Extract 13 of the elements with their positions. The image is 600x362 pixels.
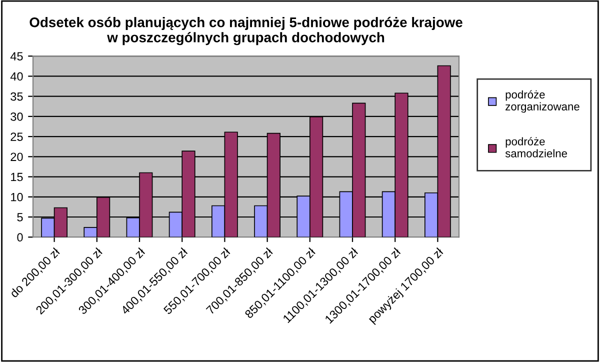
y-tick-label: 5 (17, 213, 23, 222)
legend-label: podróże zorganizowane (506, 90, 580, 113)
y-tick-label: 15 (11, 172, 23, 182)
y-tick-label: 40 (10, 72, 23, 81)
legend-label: podróże samodzielne (505, 137, 567, 158)
chart-title: Odsetek osób planujących co najmniej 5-dniowe podróże krajowe w poszczególnych grupach dochodowych (30, 16, 462, 46)
y-tick-label: 25 (10, 132, 23, 141)
y-tick-label: 45 (10, 52, 23, 61)
y-tick-label: 35 (10, 92, 23, 101)
y-tick-label: 10 (11, 192, 23, 202)
y-tick-label: 30 (10, 112, 23, 121)
y-tick-label: 0 (17, 233, 23, 242)
y-tick-label: 20 (10, 152, 23, 162)
